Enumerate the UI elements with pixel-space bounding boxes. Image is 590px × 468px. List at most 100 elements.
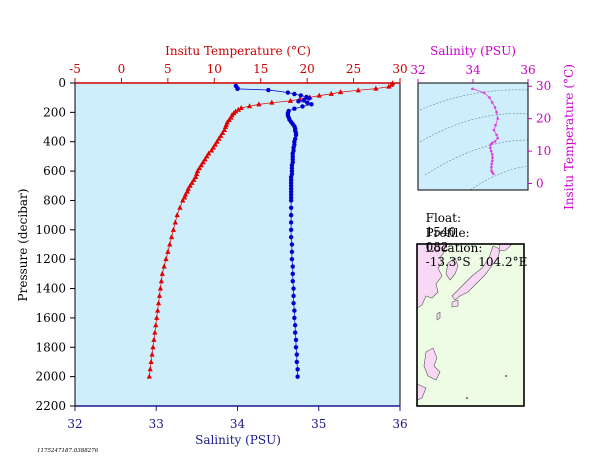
salinity-point bbox=[306, 96, 312, 101]
ts-point bbox=[492, 128, 496, 132]
temperature-point bbox=[159, 270, 165, 276]
temperature-point bbox=[152, 329, 158, 335]
temperature-point bbox=[168, 234, 175, 240]
ts-point bbox=[496, 117, 500, 120]
top-axis-tick-label: 20 bbox=[300, 62, 315, 76]
map-korea bbox=[445, 257, 459, 281]
temperature-point bbox=[216, 135, 222, 141]
y-axis-tick-label: 2000 bbox=[35, 370, 66, 384]
temperature-point bbox=[181, 194, 188, 200]
salinity-point bbox=[291, 301, 296, 306]
temperature-point bbox=[389, 81, 395, 87]
ts-point bbox=[490, 101, 494, 104]
y-axis-tick-label: 1800 bbox=[35, 340, 66, 354]
ts-y-axis-tick-label: 10 bbox=[536, 144, 551, 158]
ts-point bbox=[496, 136, 500, 140]
salinity-point bbox=[285, 90, 291, 95]
temperature-point bbox=[184, 188, 190, 194]
ts-point bbox=[490, 141, 494, 145]
bottom-axis-title: Salinity (PSU) bbox=[195, 433, 281, 447]
map-japan-honshu bbox=[451, 245, 501, 301]
temperature-point bbox=[355, 87, 361, 93]
temperature-point bbox=[212, 141, 218, 147]
footer-id: 1175247187.0388276 bbox=[37, 448, 99, 454]
y-axis-tick-label: 1000 bbox=[35, 223, 66, 237]
salinity-point bbox=[293, 345, 299, 350]
temperature-point bbox=[146, 373, 152, 379]
y-axis-tick-label: 600 bbox=[43, 164, 66, 178]
temperature-point bbox=[198, 162, 204, 168]
salinity-point bbox=[300, 104, 305, 109]
salinity-point bbox=[290, 264, 295, 269]
ts-point bbox=[493, 140, 497, 143]
ts-point bbox=[489, 143, 492, 146]
temperature-point bbox=[147, 366, 153, 372]
bottom-axis-tick-label: 32 bbox=[67, 417, 82, 431]
temperature-point bbox=[196, 165, 203, 171]
ts-point bbox=[471, 87, 474, 91]
temperature-point bbox=[154, 314, 160, 320]
y-axis-tick-label: 1400 bbox=[35, 282, 66, 296]
bottom-axis-tick-label: 36 bbox=[392, 417, 407, 431]
top-axis-tick-label: 10 bbox=[207, 62, 222, 76]
temperature-point bbox=[218, 132, 224, 138]
float-value: 1540 bbox=[425, 225, 457, 239]
top-axis-tick-label: 25 bbox=[346, 62, 361, 76]
temperature-point bbox=[220, 129, 226, 135]
salinity-point bbox=[289, 256, 295, 262]
salinity-point bbox=[293, 132, 299, 138]
location-label: Location: bbox=[425, 241, 483, 255]
salinity-point bbox=[305, 100, 310, 106]
ts-point bbox=[490, 162, 494, 166]
ts-diagram: 32 34 36 0 10 20 30 Salinity (PSU) Insitu Temp… bbox=[410, 44, 576, 210]
salinity-point bbox=[290, 271, 295, 277]
temperature-point bbox=[189, 179, 195, 185]
salinity-point bbox=[291, 293, 296, 299]
temperature-point bbox=[157, 285, 164, 291]
y-axis-tick-label: 200 bbox=[43, 105, 66, 119]
y-axis-tick-label: 400 bbox=[43, 135, 66, 149]
temperature-point bbox=[155, 307, 161, 313]
temperature-point bbox=[206, 150, 212, 156]
ts-point bbox=[491, 156, 494, 159]
salinity-point bbox=[295, 367, 300, 372]
ts-y-axis-tick-label: 0 bbox=[536, 177, 544, 191]
ts-point bbox=[495, 133, 498, 137]
temperature-point bbox=[158, 278, 164, 284]
ts-plot-background bbox=[418, 83, 528, 190]
ts-x-axis-tick-label: 32 bbox=[410, 63, 425, 77]
location-value: -13.3°S 104.2°E bbox=[425, 255, 528, 269]
salinity-point bbox=[288, 198, 294, 203]
location-info-row: Location: -13.3°S 104.2°E bbox=[418, 227, 528, 269]
ts-point bbox=[493, 106, 497, 109]
salinity-point bbox=[295, 374, 300, 379]
ts-y-axis-title: Insitu Temperature (°C) bbox=[562, 64, 576, 210]
bottom-axis-tick-label: 34 bbox=[230, 417, 246, 431]
temperature-point bbox=[214, 138, 220, 144]
temperature-point bbox=[316, 92, 322, 98]
temperature-point bbox=[373, 85, 379, 91]
ts-point bbox=[488, 96, 491, 99]
top-axis-tick-label: 30 bbox=[392, 62, 407, 76]
salinity-point bbox=[290, 279, 295, 284]
salinity-point bbox=[301, 97, 307, 103]
profile-label: Profile: bbox=[425, 226, 470, 240]
top-axis-tick-label: 5 bbox=[164, 62, 172, 76]
temperature-point bbox=[246, 103, 253, 109]
y-axis-title: Pressure (decibar) bbox=[16, 189, 30, 302]
top-axis-tick-label: 0 bbox=[118, 62, 126, 76]
temperature-point bbox=[287, 97, 294, 103]
temperature-point bbox=[180, 197, 186, 203]
temperature-point bbox=[204, 153, 210, 159]
location-map bbox=[416, 243, 525, 407]
temperature-point bbox=[210, 144, 216, 150]
temperature-point bbox=[202, 156, 208, 162]
ts-y-axis-tick-label: 30 bbox=[536, 79, 551, 93]
salinity-point bbox=[288, 227, 294, 233]
temperature-point bbox=[151, 336, 157, 342]
temperature-point bbox=[165, 248, 171, 254]
temperature-point bbox=[148, 358, 154, 364]
map-island-dot bbox=[505, 375, 507, 377]
